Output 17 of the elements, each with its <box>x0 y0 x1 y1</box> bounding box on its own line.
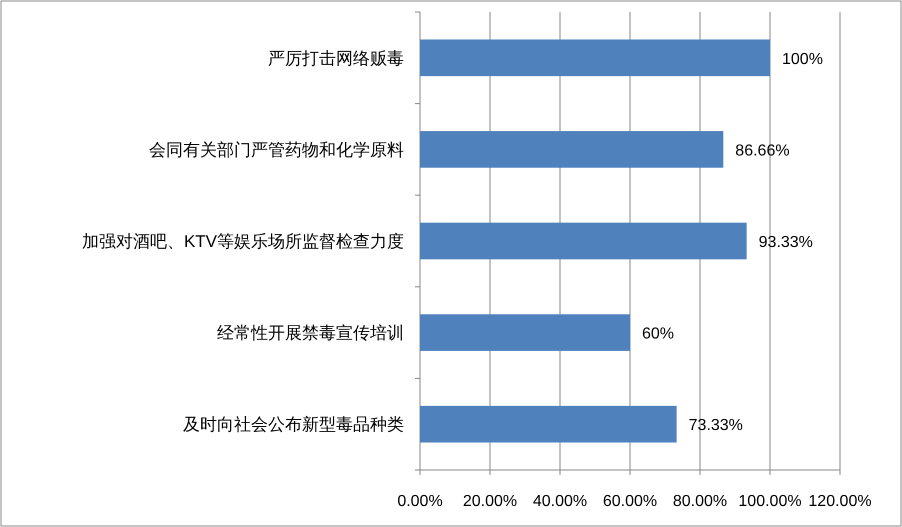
y-tick-label: 及时向社会公布新型毒品种类 <box>183 415 404 434</box>
data-label: 100% <box>782 50 823 68</box>
data-label: 86.66% <box>735 142 790 160</box>
x-tick-label: 60.00% <box>602 493 658 510</box>
data-label: 73.33% <box>688 417 743 434</box>
y-tick-label: 经常性开展禁毒宣传培训 <box>217 324 404 343</box>
x-tick-label: 40.00% <box>532 493 588 510</box>
data-label: 93.33% <box>758 234 813 251</box>
x-tick-label: 80.00% <box>672 493 728 510</box>
x-tick-label: 20.00% <box>462 493 518 510</box>
x-tick-label: 120.00% <box>808 493 872 510</box>
y-tick-label: 加强对酒吧、KTV等娱乐场所监督检查力度 <box>82 232 404 251</box>
data-label: 60% <box>642 326 674 343</box>
x-tick-label: 100.00% <box>738 493 802 510</box>
y-tick-label: 会同有关部门严管药物和化学原料 <box>149 140 404 160</box>
y-tick-label: 严厉打击网络贩毒 <box>268 48 404 68</box>
x-tick-label: 0.00% <box>397 493 443 510</box>
